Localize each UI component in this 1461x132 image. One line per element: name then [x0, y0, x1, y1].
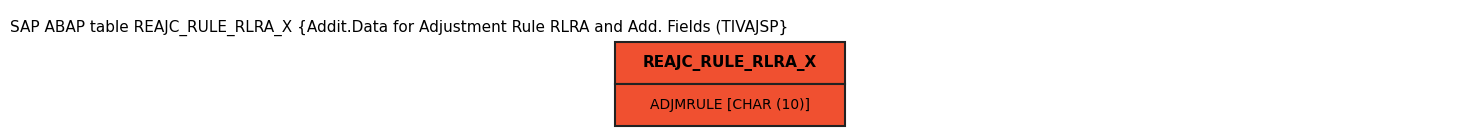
Bar [615, 84, 844, 126]
Bar [615, 42, 844, 84]
Text: ADJMRULE [CHAR (10)]: ADJMRULE [CHAR (10)] [650, 98, 809, 112]
Text: SAP ABAP table REAJC_RULE_RLRA_X {Addit.Data for Adjustment Rule RLRA and Add. F: SAP ABAP table REAJC_RULE_RLRA_X {Addit.… [10, 20, 789, 36]
Text: REAJC_RULE_RLRA_X: REAJC_RULE_RLRA_X [643, 55, 817, 71]
